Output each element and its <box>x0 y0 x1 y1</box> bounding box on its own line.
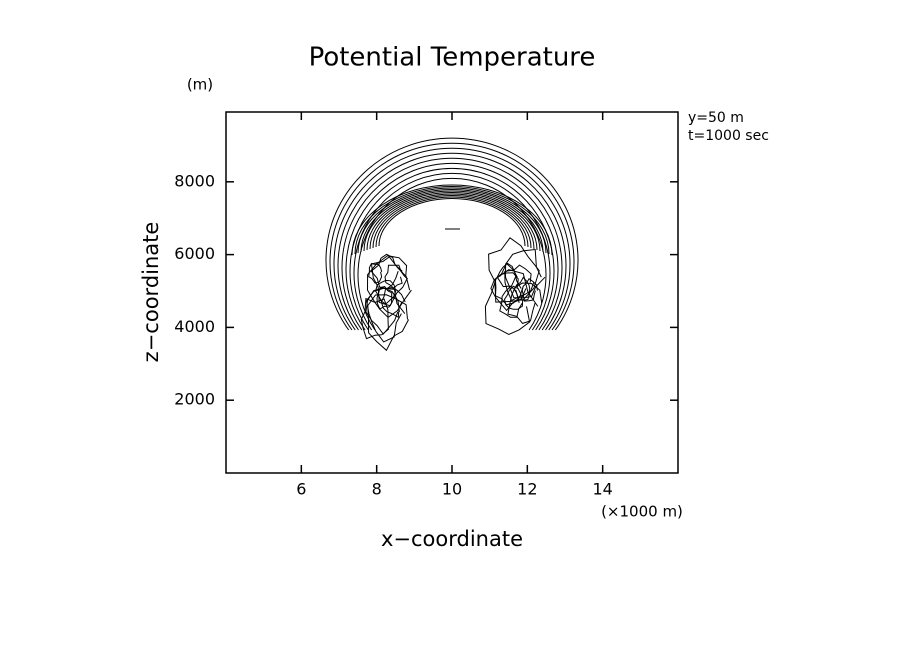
x-tick-label: 12 <box>517 480 537 499</box>
contour-line <box>504 248 546 299</box>
contour-line <box>357 177 547 331</box>
y-axis-label: z−coordinate <box>139 222 163 363</box>
contour-line <box>503 285 524 310</box>
contour-line <box>370 253 403 290</box>
y-unit: (m) <box>187 76 213 94</box>
contour-line <box>488 237 540 303</box>
contour-line <box>329 142 575 331</box>
contour-line <box>376 286 393 310</box>
contour-line <box>354 186 550 255</box>
contour-line <box>375 196 529 248</box>
contour-line <box>353 172 551 331</box>
contour-line <box>496 262 518 288</box>
contour-field <box>325 137 579 352</box>
plot-frame <box>225 111 679 474</box>
contour-line <box>365 287 400 335</box>
contour-line <box>375 279 397 305</box>
contour-line <box>370 255 408 307</box>
contour-line <box>345 162 559 331</box>
contour-line <box>494 272 524 306</box>
contour-line <box>333 147 571 331</box>
x-unit: (×1000 m) <box>601 503 683 521</box>
contour-line <box>368 263 383 284</box>
x-tick-label: 6 <box>296 480 306 499</box>
contour-line <box>357 187 547 254</box>
chart-title: Potential Temperature <box>309 43 596 73</box>
y-tick-label: 6000 <box>174 244 215 263</box>
contour-line <box>484 269 539 336</box>
contour-line <box>360 297 389 340</box>
y-tick-label: 2000 <box>174 390 215 409</box>
contour-line <box>351 184 553 256</box>
contour-line <box>363 190 541 252</box>
contour-line <box>378 198 526 247</box>
y-tick-label: 4000 <box>174 317 215 336</box>
contour-line <box>341 157 563 331</box>
contour-line <box>325 137 579 331</box>
x-tick-label: 14 <box>592 480 612 499</box>
contour-line <box>507 282 543 324</box>
contour-line <box>349 167 555 331</box>
x-tick-label: 10 <box>442 480 462 499</box>
y-tick-label: 8000 <box>174 171 215 190</box>
contour-line <box>369 193 535 250</box>
contour-line <box>366 192 538 251</box>
x-tick-label: 8 <box>372 480 382 499</box>
annotation: t=1000 sec <box>688 128 769 144</box>
axes <box>226 112 678 473</box>
contour-line <box>372 195 532 249</box>
contour-line <box>384 264 406 289</box>
contour-line <box>367 294 410 352</box>
annotation: y=50 m <box>688 110 744 126</box>
contour-line <box>380 287 406 319</box>
contour-line <box>360 189 544 253</box>
contour-line <box>337 152 567 331</box>
contour-line <box>504 264 535 302</box>
x-axis-label: x−coordinate <box>381 527 523 551</box>
